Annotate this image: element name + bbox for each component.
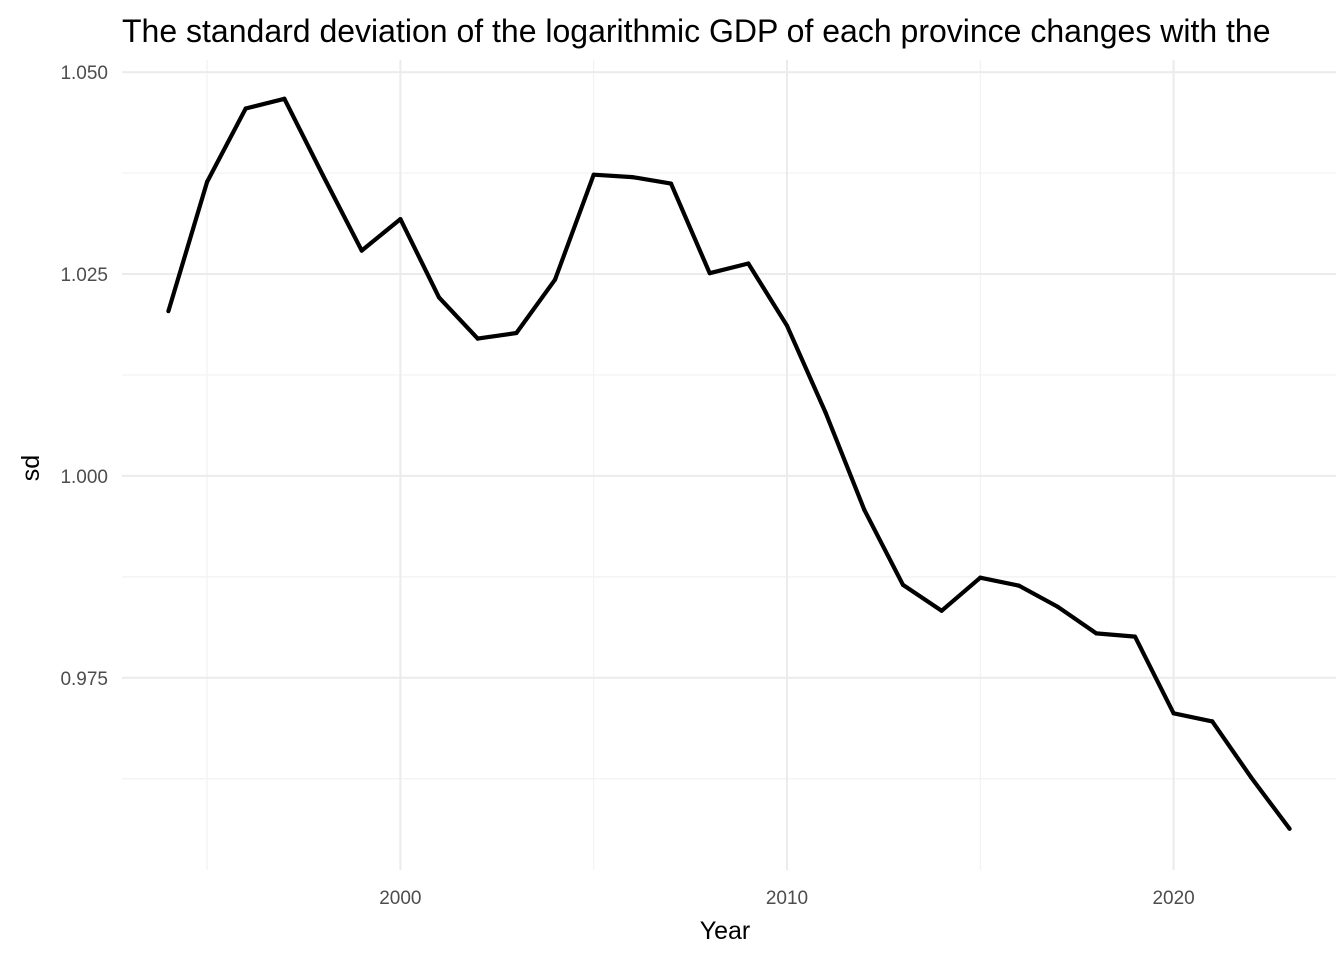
x-tick-label-2000: 2000 [379,888,421,909]
data-point-2020 [1171,711,1176,716]
data-point-2001 [436,295,442,300]
data-point-1997 [282,96,287,101]
data-point-2014 [939,608,944,613]
y-tick-label-1.025: 1.025 [60,265,108,286]
data-point-2005 [591,172,596,177]
series-points-0 [166,96,1292,831]
data-point-1998 [320,173,326,178]
data-point-2023 [1287,826,1292,831]
x-axis-title: Year [700,917,751,945]
data-point-2013 [900,582,906,588]
series-layer [166,96,1292,831]
data-point-2010 [784,323,790,328]
data-point-2012 [862,507,867,512]
data-point-2018 [1094,631,1099,636]
data-point-1996 [243,106,248,111]
data-point-2022 [1248,775,1254,780]
y-tick-label-1.000: 1.000 [60,467,108,488]
data-point-2000 [398,216,403,222]
data-point-2011 [823,410,828,416]
x-axis-tick-labels: 2000 2010 2020 [379,888,1195,909]
data-point-2008 [707,271,712,276]
chart-title: The standard deviation of the logarithmi… [122,13,1271,49]
major-gridlines-y [122,71,1336,679]
y-axis-title: sd [17,455,45,481]
x-tick-label-2020: 2020 [1152,888,1194,909]
major-gridlines-x [399,60,1175,870]
data-point-2006 [630,174,635,180]
data-point-2017 [1055,604,1060,609]
y-tick-label-1.050: 1.050 [60,63,108,84]
y-axis-tick-labels: 0.975 1.000 1.025 1.050 [60,63,108,690]
data-point-1994 [166,309,171,314]
data-point-2009 [746,261,751,266]
y-tick-label-0.975: 0.975 [60,669,108,690]
x-tick-label-2010: 2010 [766,888,808,909]
data-point-2002 [475,336,480,341]
data-point-1995 [204,179,210,185]
data-point-2019 [1132,634,1138,639]
data-point-2007 [668,181,674,186]
minor-gridlines-x [206,60,981,870]
data-point-2016 [1016,583,1022,588]
data-point-1999 [359,248,364,253]
data-point-2003 [514,330,519,336]
series-line-0 [166,96,1292,831]
data-point-2015 [978,575,983,580]
minor-gridlines-y [122,172,1336,780]
data-point-2004 [552,277,558,282]
data-point-2021 [1210,719,1215,724]
